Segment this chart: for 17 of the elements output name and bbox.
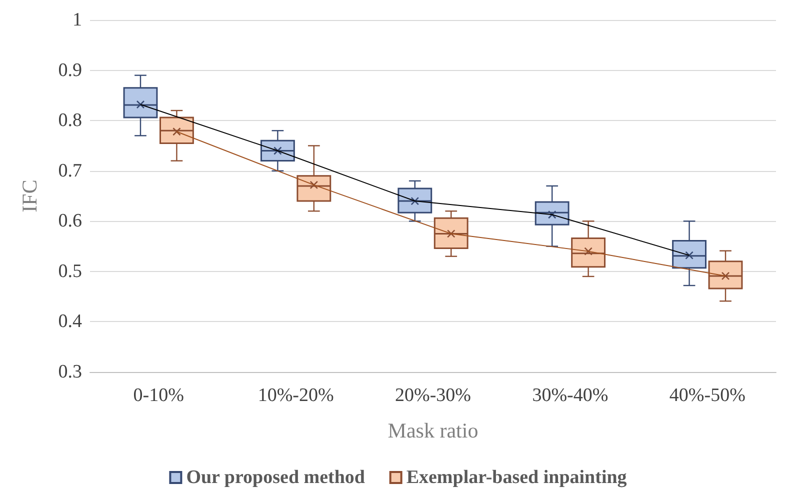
- x-axis-title: Mask ratio: [388, 418, 478, 442]
- y-tick-label: 1: [72, 10, 82, 30]
- x-tick-label: 20%-30%: [395, 385, 472, 406]
- y-tick-label: 0.8: [58, 110, 82, 132]
- x-tick-label: 40%-50%: [669, 385, 746, 406]
- y-tick-label: 0.5: [58, 260, 82, 282]
- y-tick-label: 0.3: [58, 362, 82, 382]
- y-axis-title: IFC: [18, 180, 42, 212]
- y-tick-label: 0.7: [58, 160, 82, 182]
- x-tick-label: 0-10%: [133, 385, 184, 406]
- x-tick-label: 30%-40%: [532, 385, 608, 406]
- x-tick-label: 10%-20%: [258, 385, 334, 406]
- y-tick-label: 0.9: [58, 60, 82, 81]
- legend-label: Our proposed method: [186, 467, 366, 488]
- legend-label: Exemplar-based inpainting: [406, 467, 628, 488]
- y-tick-label: 0.6: [58, 210, 82, 232]
- y-tick-label: 0.4: [58, 311, 82, 332]
